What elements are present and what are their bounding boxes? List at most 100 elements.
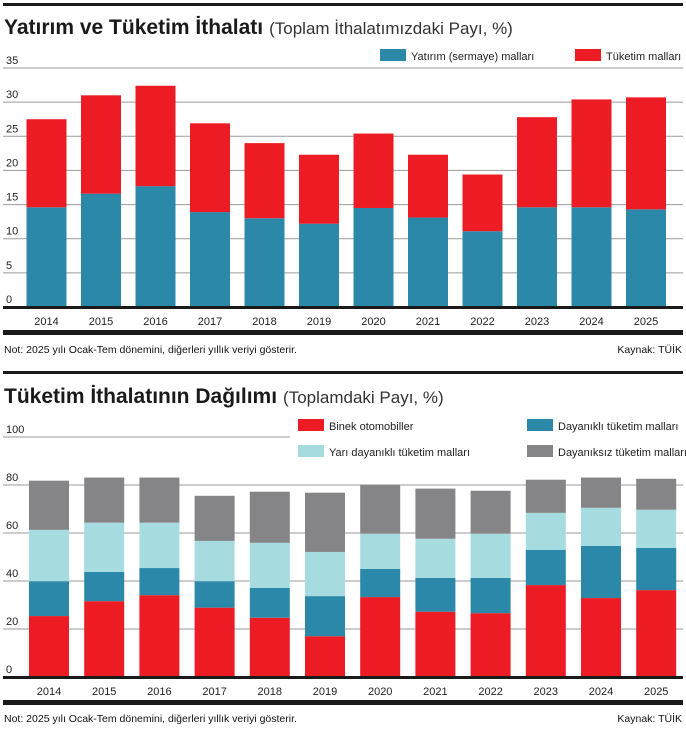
- bar-segment: [581, 598, 621, 677]
- bar-segment: [636, 547, 677, 591]
- y-tick-label: 80: [6, 472, 18, 484]
- y-tick-label: 5: [6, 260, 12, 272]
- bar-segment: [470, 490, 511, 534]
- y-tick-label: 20: [6, 157, 18, 169]
- y-tick-label: 35: [6, 55, 18, 67]
- bar-segment: [135, 85, 176, 187]
- bar-segment: [299, 223, 339, 307]
- legend-label: Dayanıklı tüketim malları: [558, 421, 678, 433]
- bar-segment: [194, 581, 235, 608]
- bar-segment: [462, 174, 503, 232]
- y-tick-label: 10: [6, 226, 18, 238]
- legend-swatch: [527, 419, 553, 431]
- bar-segment: [84, 477, 125, 523]
- x-tick-label: 2023: [534, 686, 558, 698]
- x-tick-label: 2022: [478, 686, 502, 698]
- y-tick-label: 30: [6, 89, 18, 101]
- bar-segment: [470, 613, 511, 677]
- x-tick-label: 2018: [258, 686, 282, 698]
- x-axis-line: [3, 676, 683, 679]
- legend-swatch: [380, 49, 406, 61]
- bottom-rule: [3, 700, 683, 705]
- bar-segment: [190, 123, 230, 213]
- y-tick-label: 40: [6, 568, 18, 580]
- x-tick-label: 2014: [34, 316, 58, 328]
- bar-segment: [190, 212, 230, 307]
- bar-segment: [81, 95, 121, 194]
- x-tick-label: 2015: [89, 316, 113, 328]
- bar-segment: [581, 507, 621, 546]
- bar-segment: [636, 509, 677, 548]
- bar-segment: [525, 512, 566, 550]
- x-tick-label: 2016: [147, 686, 171, 698]
- bar-segment: [139, 477, 180, 523]
- x-tick-label: 2022: [470, 316, 494, 328]
- bar-segment: [244, 143, 285, 219]
- bar-segment: [415, 488, 456, 539]
- bar-segment: [525, 585, 566, 677]
- bar-segment: [415, 538, 456, 578]
- bar-segment: [571, 207, 612, 307]
- bar-segment: [194, 540, 235, 582]
- x-tick-label: 2018: [252, 316, 276, 328]
- bar-segment: [84, 601, 125, 677]
- bar-segment: [249, 587, 290, 618]
- bar-segment: [360, 484, 401, 534]
- chart1-note: Not: 2025 yılı Ocak-Tem dönemini, diğerl…: [4, 344, 297, 356]
- top-rule: [3, 3, 683, 6]
- chart2: 0 20 40 60 80 100 2014 2015 2016 2017 2018 2019 2020…: [3, 419, 686, 705]
- chart2-subtitle: (Toplamdaki Payı, %): [283, 388, 444, 407]
- x-tick-label: 2016: [143, 316, 167, 328]
- bottom-rule: [3, 330, 683, 335]
- bar-segment: [305, 636, 345, 677]
- x-axis-line: [3, 306, 683, 309]
- legend-swatch: [575, 49, 601, 61]
- y-tick-label: 60: [6, 520, 18, 532]
- legend-label: Yatırım (sermaye) malları: [411, 51, 534, 63]
- bar-segment: [517, 117, 557, 208]
- bar-segment: [360, 597, 401, 677]
- bar-segment: [81, 193, 121, 307]
- x-tick-label: 2020: [368, 686, 392, 698]
- bar-segment: [517, 207, 557, 307]
- bar-segment: [408, 217, 448, 307]
- bar-segment: [26, 119, 67, 208]
- bar-segment: [470, 577, 511, 614]
- chart2-note: Not: 2025 yılı Ocak-Tem dönemini, diğerl…: [4, 713, 297, 725]
- legend-swatch: [298, 445, 324, 457]
- chart2-title: Tüketim İthalatının Dağılımı (Toplamdaki …: [4, 385, 444, 408]
- legend-swatch: [527, 445, 553, 457]
- bar-segment: [626, 209, 666, 307]
- bar-segment: [244, 218, 285, 307]
- legend-label: Tüketim malları: [606, 51, 681, 63]
- chart1-subtitle: (Toplam İthalatımızdaki Payı, %): [269, 19, 513, 38]
- bar-segment: [29, 529, 69, 582]
- x-tick-label: 2024: [579, 316, 603, 328]
- bar-segment: [581, 477, 621, 508]
- y-tick-label: 100: [6, 424, 24, 436]
- x-tick-label: 2020: [361, 316, 385, 328]
- x-tick-label: 2025: [644, 686, 668, 698]
- bar-segment: [360, 533, 401, 569]
- bar-segment: [26, 207, 67, 307]
- y-tick-label: 20: [6, 616, 18, 628]
- legend-label: Binek otomobiller: [329, 421, 414, 433]
- legend-swatch: [298, 419, 324, 431]
- bar-segment: [84, 522, 125, 572]
- legend-label: Dayanıksız tüketim malları: [558, 447, 686, 459]
- bar-segment: [194, 495, 235, 541]
- bar-segment: [29, 616, 69, 677]
- x-tick-label: 2024: [589, 686, 613, 698]
- bar-segment: [249, 491, 290, 543]
- bar-segment: [305, 551, 345, 597]
- bar-segment: [636, 590, 677, 677]
- bar-segment: [139, 522, 180, 569]
- y-tick-label: 25: [6, 123, 18, 135]
- x-tick-label: 2019: [313, 686, 337, 698]
- y-tick-label: 0: [6, 664, 12, 676]
- y-tick-label: 0: [6, 294, 12, 306]
- chart1-title: Yatırım ve Tüketim İthalatı (Toplam İthal…: [4, 16, 513, 39]
- x-tick-label: 2015: [92, 686, 116, 698]
- bar-segment: [305, 596, 345, 637]
